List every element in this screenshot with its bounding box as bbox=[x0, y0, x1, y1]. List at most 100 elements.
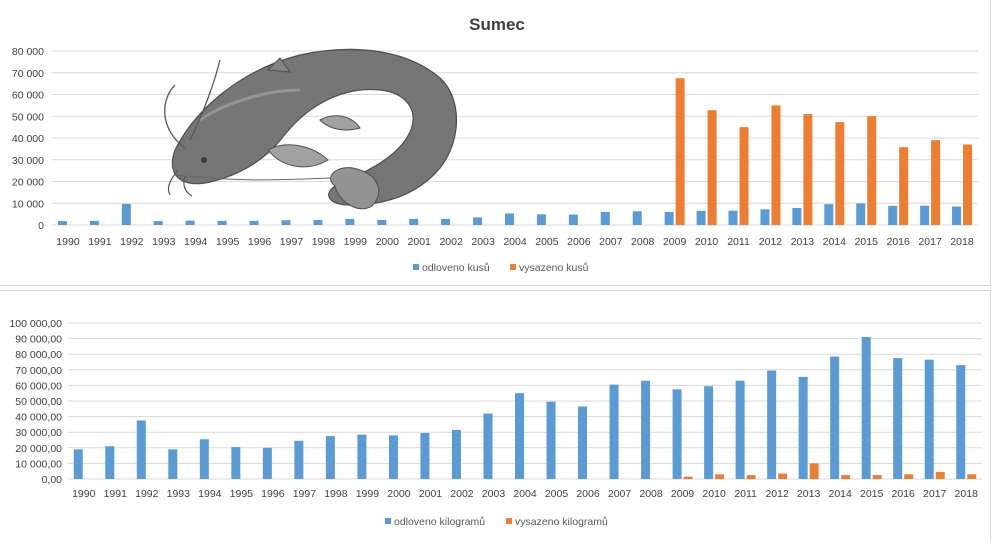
x-tick-label: 2018 bbox=[955, 488, 979, 500]
bar-vysazeno bbox=[746, 475, 756, 479]
bar-odloveno bbox=[409, 218, 419, 225]
bar-vysazeno bbox=[967, 474, 977, 479]
bar-vysazeno bbox=[739, 127, 749, 225]
x-tick-label: 2015 bbox=[855, 236, 879, 248]
bar-odloveno bbox=[798, 376, 808, 479]
legend-swatch-vysazeno-kg bbox=[506, 518, 512, 524]
bar-odloveno bbox=[89, 220, 99, 225]
bar-odloveno bbox=[217, 220, 227, 225]
bar-odloveno bbox=[377, 219, 387, 225]
y-tick-label: 70 000,00 bbox=[15, 365, 62, 377]
x-tick-label: 2011 bbox=[734, 488, 757, 500]
y-tick-label: 0,00 bbox=[42, 474, 63, 486]
bar-odloveno bbox=[73, 449, 83, 479]
x-tick-label: 1999 bbox=[344, 236, 368, 248]
x-tick-label: 2017 bbox=[918, 236, 942, 248]
x-tick-label: 2015 bbox=[860, 488, 884, 500]
x-tick-label: 1991 bbox=[104, 488, 128, 500]
y-tick-label: 80 000 bbox=[12, 46, 44, 58]
x-tick-label: 2012 bbox=[765, 488, 789, 500]
bar-odloveno bbox=[609, 384, 619, 479]
bar-odloveno bbox=[441, 218, 451, 225]
bar-odloveno bbox=[760, 209, 770, 225]
y-tick-label: 80 000,00 bbox=[15, 349, 62, 361]
x-tick-label: 2016 bbox=[892, 488, 916, 500]
bar-odloveno bbox=[696, 210, 706, 225]
bar-odloveno bbox=[546, 401, 556, 479]
x-tick-label: 2006 bbox=[567, 236, 591, 248]
bar-odloveno bbox=[473, 217, 483, 225]
bar-odloveno bbox=[185, 220, 195, 225]
x-tick-label: 1992 bbox=[135, 488, 159, 500]
x-tick-label: 1990 bbox=[56, 236, 80, 248]
bar-vysazeno bbox=[803, 114, 813, 225]
legend-swatch-odloveno-kusu bbox=[413, 264, 419, 270]
legend-label-odloveno-kusu: odloveno kusů bbox=[422, 262, 490, 274]
bar-odloveno bbox=[956, 365, 966, 479]
bar-odloveno bbox=[281, 220, 291, 225]
x-tick-label: 2013 bbox=[797, 488, 821, 500]
x-tick-label: 1994 bbox=[198, 488, 222, 500]
bar-odloveno bbox=[792, 208, 802, 225]
bar-odloveno bbox=[568, 214, 578, 225]
x-tick-label: 2002 bbox=[439, 236, 463, 248]
bar-odloveno bbox=[641, 380, 651, 479]
x-tick-label: 1999 bbox=[356, 488, 380, 500]
bar-odloveno bbox=[600, 211, 610, 225]
bar-vysazeno bbox=[904, 474, 914, 479]
catfish-illustration bbox=[164, 48, 457, 210]
x-tick-label: 1994 bbox=[184, 236, 208, 248]
bar-odloveno bbox=[505, 213, 514, 225]
bar-odloveno bbox=[249, 220, 259, 225]
bar-odloveno bbox=[952, 206, 962, 225]
bar-vysazeno bbox=[707, 110, 717, 225]
x-tick-label: 2014 bbox=[823, 236, 847, 248]
x-tick-label: 2002 bbox=[450, 488, 474, 500]
x-tick-label: 1995 bbox=[230, 488, 254, 500]
bar-odloveno bbox=[121, 203, 131, 225]
y-tick-label: 10 000 bbox=[12, 198, 44, 210]
x-tick-label: 2006 bbox=[576, 488, 600, 500]
x-tick-label: 1997 bbox=[280, 236, 304, 248]
legend: odloveno kusů vysazeno kusů bbox=[413, 262, 589, 274]
bar-odloveno bbox=[105, 446, 115, 479]
legend-swatch-odloveno-kg bbox=[385, 518, 391, 524]
x-tick-label: 2008 bbox=[639, 488, 663, 500]
y-tick-label: 50 000 bbox=[12, 111, 44, 123]
x-tick-label: 2004 bbox=[503, 236, 527, 248]
y-tick-label: 60 000,00 bbox=[15, 380, 62, 392]
chart-title: Sumec bbox=[469, 15, 525, 34]
x-tick-label: 1998 bbox=[312, 236, 336, 248]
bar-odloveno bbox=[861, 337, 871, 479]
bar-vysazeno bbox=[841, 475, 851, 479]
x-tick-label: 2010 bbox=[695, 236, 719, 248]
bar-vysazeno bbox=[675, 78, 685, 225]
x-tick-label: 1993 bbox=[167, 488, 191, 500]
bar-odloveno bbox=[345, 218, 355, 225]
bar-odloveno bbox=[856, 203, 866, 225]
bar-odloveno bbox=[664, 211, 674, 225]
x-tick-label: 2007 bbox=[608, 488, 632, 500]
y-tick-label: 20 000,00 bbox=[15, 443, 62, 455]
bar-vysazeno bbox=[778, 473, 788, 479]
x-tick-label: 2014 bbox=[828, 488, 852, 500]
x-tick-label: 1990 bbox=[72, 488, 96, 500]
x-tick-label: 2016 bbox=[886, 236, 910, 248]
bar-odloveno bbox=[136, 420, 146, 479]
x-tick-label: 1993 bbox=[152, 236, 176, 248]
x-tick-label: 2009 bbox=[671, 488, 695, 500]
bar-vysazeno bbox=[809, 463, 819, 479]
bar-odloveno bbox=[199, 439, 209, 479]
x-tick-label: 2008 bbox=[631, 236, 655, 248]
bar-odloveno bbox=[920, 205, 930, 225]
y-tick-label: 40 000,00 bbox=[15, 412, 62, 424]
x-tick-label: 2010 bbox=[702, 488, 726, 500]
legend-swatch-vysazeno-kusu bbox=[510, 264, 516, 270]
x-tick-label: 1997 bbox=[293, 488, 317, 500]
bar-odloveno bbox=[672, 389, 682, 479]
x-tick-label: 2018 bbox=[950, 236, 974, 248]
y-tick-label: 100 000,00 bbox=[9, 318, 62, 330]
y-tick-label: 90 000,00 bbox=[15, 334, 62, 346]
bar-odloveno bbox=[735, 380, 745, 479]
chart-panel-kilogramy: 0,00 10 000,00 20 000,00 30 000,00 40 000,00… bbox=[0, 290, 991, 541]
